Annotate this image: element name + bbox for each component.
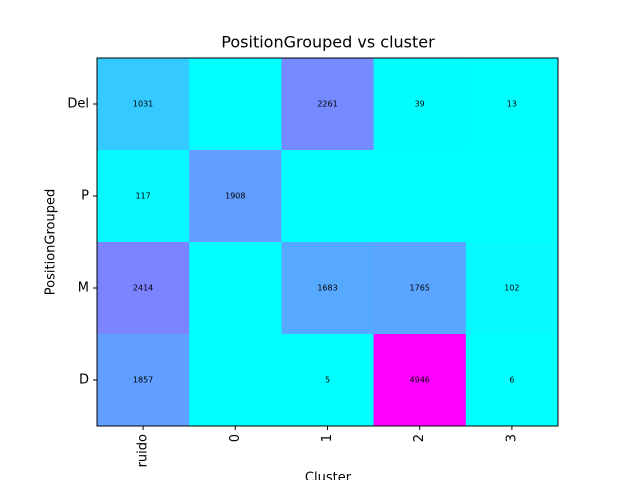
x-tick-label: 0 bbox=[228, 434, 243, 442]
heatmap-cell bbox=[97, 334, 190, 427]
x-tick-label: 2 bbox=[412, 434, 427, 442]
heatmap-cell bbox=[373, 242, 467, 335]
cell-label: 1031 bbox=[133, 100, 153, 109]
heatmap-cell bbox=[373, 58, 467, 151]
x-tick-label: ruido bbox=[136, 434, 151, 467]
heatmap-cell bbox=[373, 150, 467, 243]
cell-label: 102 bbox=[504, 284, 519, 293]
heatmap-cell bbox=[189, 150, 282, 243]
cell-label: 39 bbox=[415, 100, 425, 109]
heatmap-cell bbox=[281, 334, 375, 427]
heatmap-cell bbox=[465, 242, 559, 335]
chart-title: PositionGrouped vs cluster bbox=[221, 33, 435, 52]
cell-label: 6 bbox=[509, 376, 514, 385]
heatmap-cell bbox=[189, 334, 282, 427]
cell-label: 1683 bbox=[317, 284, 337, 293]
y-axis-label: PositionGrouped bbox=[44, 189, 59, 295]
cell-label: 2261 bbox=[317, 100, 337, 109]
cell-label: 4946 bbox=[410, 376, 430, 385]
heatmap-cell bbox=[465, 58, 559, 151]
x-tick-label: 1 bbox=[320, 434, 335, 442]
cell-label: 2414 bbox=[133, 284, 153, 293]
heatmap-cell bbox=[189, 58, 282, 151]
cell-label: 117 bbox=[135, 192, 150, 201]
heatmap-cell bbox=[281, 150, 375, 243]
heatmap-cell bbox=[97, 242, 190, 335]
y-tick-label: D bbox=[79, 373, 89, 388]
y-tick-label: Del bbox=[67, 97, 89, 112]
heatmap-cell bbox=[281, 242, 375, 335]
heatmap-cell bbox=[373, 334, 467, 427]
heatmap-cell bbox=[97, 150, 190, 243]
y-tick-label: P bbox=[81, 189, 89, 204]
cell-label: 1908 bbox=[225, 192, 245, 201]
heatmap-cell bbox=[465, 150, 559, 243]
cell-label: 13 bbox=[507, 100, 517, 109]
x-tick-label: 3 bbox=[504, 434, 519, 442]
y-tick-label: M bbox=[78, 281, 89, 296]
x-axis-label: Cluster bbox=[305, 471, 352, 481]
heatmap-cell bbox=[97, 58, 190, 151]
heatmap-cell bbox=[189, 242, 282, 335]
cell-label: 5 bbox=[325, 376, 330, 385]
heatmap-cell bbox=[281, 58, 375, 151]
heatmap-cell bbox=[465, 334, 559, 427]
cell-label: 1765 bbox=[410, 284, 430, 293]
cell-label: 1857 bbox=[133, 376, 153, 385]
